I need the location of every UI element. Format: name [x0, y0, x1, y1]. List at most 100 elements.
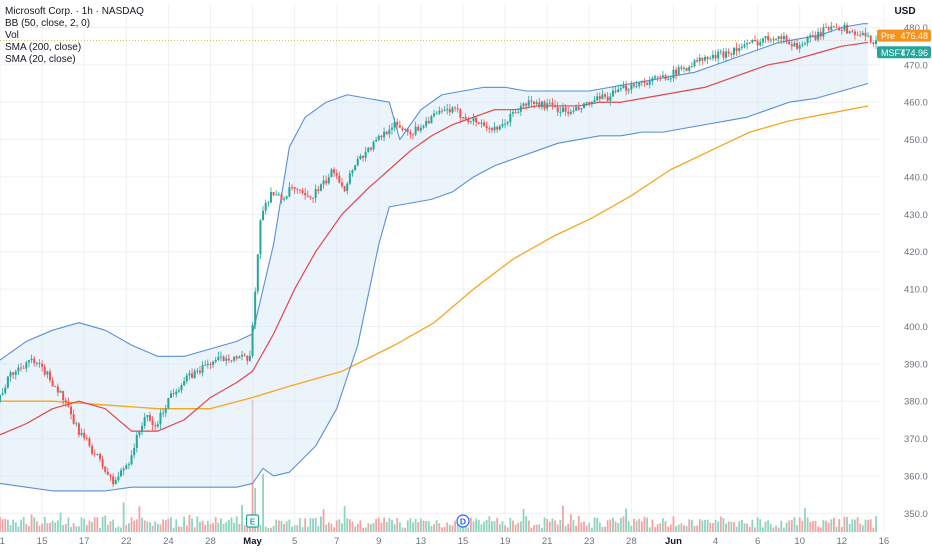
candle-body [406, 129, 409, 132]
volume-bar [767, 520, 770, 532]
volume-bar [806, 517, 809, 532]
candle-body [561, 107, 564, 112]
volume-bar [343, 505, 346, 532]
volume-bar [751, 519, 754, 532]
candle-body [719, 51, 722, 53]
x-tick-label: 21 [542, 536, 553, 547]
volume-bar [811, 521, 814, 532]
volume-bar [483, 521, 485, 532]
volume-bar [443, 526, 446, 532]
series-line [0, 23, 869, 361]
candle-body [241, 354, 244, 357]
volume-bar [504, 525, 506, 532]
x-tick-label: 11 [0, 536, 5, 547]
volume-bar [856, 517, 859, 532]
volume-bar [835, 526, 838, 532]
candle-body [51, 380, 54, 387]
volume-bar [25, 523, 28, 532]
candle-body [248, 355, 251, 361]
candle-body [109, 474, 112, 477]
volume-bar [643, 516, 646, 532]
volume-bar [154, 521, 157, 532]
candle-body [317, 189, 320, 191]
volume-bar [801, 520, 804, 532]
dividend-marker-label: D [460, 517, 466, 527]
candle-body [722, 51, 725, 58]
volume-bar [425, 521, 428, 532]
candle-body [254, 291, 257, 326]
volume-bar [725, 523, 727, 532]
candle-body [554, 104, 557, 108]
volume-bar [651, 519, 654, 532]
series-line [0, 105, 869, 410]
candle-body [291, 187, 293, 188]
candle-body [648, 81, 651, 85]
volume-bar [543, 517, 546, 532]
volume-bar [538, 524, 541, 532]
candle-body [175, 391, 178, 395]
volume-bar [312, 518, 314, 532]
candle-body [677, 67, 680, 75]
candle-body [759, 42, 762, 46]
candle-body [856, 34, 859, 36]
volume-bar [822, 520, 825, 532]
volume-bar [454, 520, 456, 532]
candle-body [83, 432, 86, 439]
candle-body [830, 26, 833, 30]
candle-body [875, 40, 877, 44]
volume-bar [164, 520, 167, 532]
volume-bar [380, 522, 383, 532]
candle-body [304, 193, 307, 196]
x-tick-label: 24 [163, 536, 174, 547]
volume-bar [78, 526, 80, 532]
volume-bar [564, 526, 567, 532]
volume-bar [488, 516, 491, 532]
volume-bar [243, 525, 246, 532]
volume-bars [0, 400, 877, 532]
candle-body [501, 124, 504, 127]
candle-body [80, 432, 83, 435]
candle-body [343, 186, 346, 191]
volume-bar [104, 515, 107, 532]
volume-bar [125, 525, 128, 532]
candle-body [672, 69, 675, 79]
candle-body [162, 412, 165, 414]
candle-body [864, 32, 867, 37]
volume-bar [785, 522, 788, 532]
volume-bar [149, 522, 151, 532]
volume-bar [854, 519, 856, 532]
candle-body [127, 464, 130, 466]
volume-bar [135, 519, 138, 532]
candle-body [209, 363, 212, 365]
candle-body [809, 35, 812, 38]
volume-bar [580, 522, 583, 532]
candle-body [480, 122, 483, 124]
candle-body [206, 363, 209, 365]
candle-body [4, 387, 7, 394]
volume-bar [577, 516, 580, 532]
volume-bar [585, 525, 588, 532]
candle-body [322, 180, 325, 185]
volume-bar [33, 517, 36, 532]
x-tick-label: 22 [121, 536, 132, 547]
candle-body [72, 414, 75, 424]
volume-bar [533, 525, 535, 532]
y-tick-label: 480.0 [904, 23, 928, 34]
volume-bar [783, 527, 785, 532]
candle-body [622, 85, 625, 89]
volume-bar [112, 519, 115, 532]
candle-body [222, 356, 225, 361]
volume-bar [80, 517, 83, 532]
candle-body [135, 435, 138, 449]
volume-bar [117, 526, 120, 532]
candle-body [67, 402, 70, 407]
candle-body [803, 43, 806, 45]
candle-body [761, 38, 764, 43]
candle-body [483, 122, 486, 126]
volume-bar [743, 523, 746, 532]
volume-bar [241, 504, 243, 532]
volume-bar [256, 523, 259, 532]
candle-body [769, 39, 772, 41]
price-label-value: 474.96 [900, 48, 928, 58]
volume-bar [480, 524, 483, 532]
